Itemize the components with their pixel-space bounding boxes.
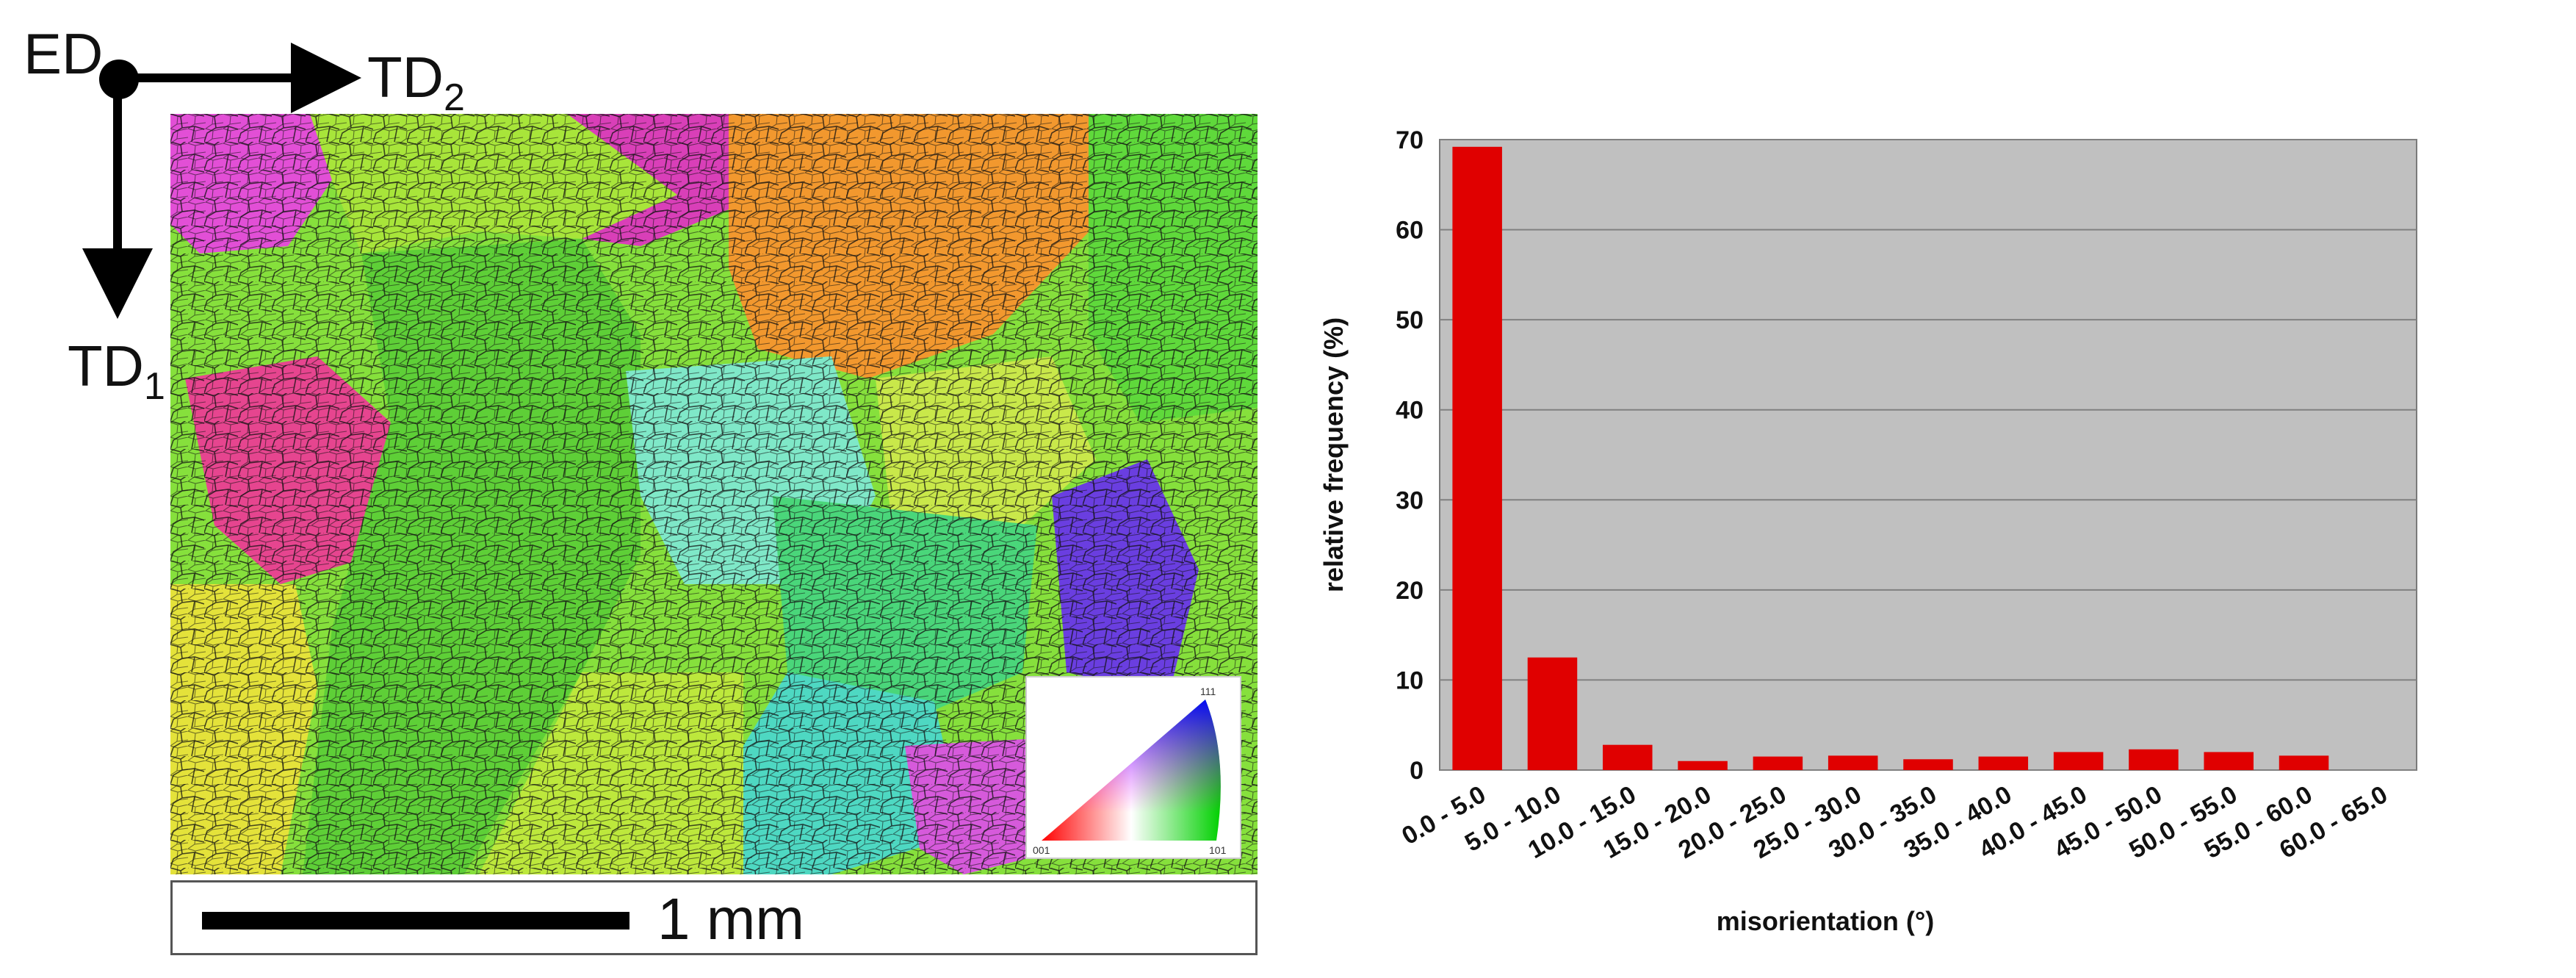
bar [1753, 756, 1803, 770]
bar [1452, 146, 1502, 770]
scale-bar: 1 mm [170, 880, 1258, 955]
y-tick-label: 30 [1396, 486, 1424, 514]
ipf-color-key: 111 001 101 [1025, 676, 1241, 859]
bar [1978, 756, 2029, 770]
ed-label: ED [24, 21, 103, 86]
bar [1678, 761, 1728, 770]
y-tick-label: 60 [1396, 217, 1424, 245]
bar [1527, 657, 1578, 770]
y-tick-label: 40 [1396, 397, 1424, 425]
scale-bar-label: 1 mm [657, 886, 804, 952]
x-axis-title: misorientation (°) [1717, 906, 1934, 936]
bar [1828, 755, 1878, 770]
y-tick-label: 50 [1396, 306, 1424, 334]
y-tick-label: 20 [1396, 577, 1424, 605]
sample-axes: ED TD2 TD1 [24, 21, 465, 408]
bar [2053, 752, 2104, 770]
td1-label: TD1 [68, 334, 165, 408]
ed-origin-dot [99, 60, 139, 99]
bar [2204, 752, 2254, 770]
bar [2279, 755, 2329, 770]
ipf-label-001: 001 [1033, 844, 1050, 856]
ipf-label-111: 111 [1200, 686, 1216, 697]
ipf-label-101: 101 [1209, 844, 1227, 856]
y-axis-title: relative frequency (%) [1318, 317, 1349, 592]
td2-label: TD2 [367, 45, 465, 119]
bar [2129, 749, 2179, 770]
bar [1903, 759, 1953, 770]
scale-bar-line [202, 912, 629, 930]
bar [1603, 744, 1653, 770]
y-tick-label: 0 [1410, 757, 1424, 785]
y-tick-label: 10 [1396, 666, 1424, 694]
plot-area [1439, 139, 2417, 771]
y-tick-label: 70 [1396, 126, 1424, 154]
